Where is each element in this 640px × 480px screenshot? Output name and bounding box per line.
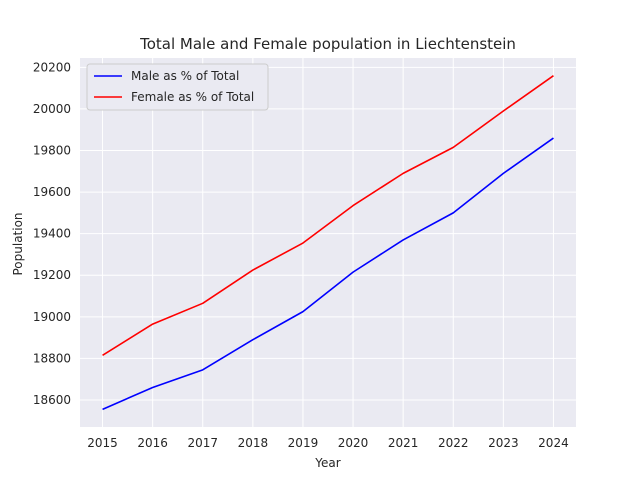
x-tick-label: 2021 bbox=[388, 436, 419, 450]
y-tick-label: 19400 bbox=[33, 227, 71, 241]
y-axis-label: Population bbox=[11, 212, 25, 275]
y-tick-label: 19800 bbox=[33, 144, 71, 158]
series-line-0 bbox=[102, 137, 554, 411]
series-line-1 bbox=[102, 75, 554, 356]
y-tick-label: 18800 bbox=[33, 351, 71, 365]
grid bbox=[80, 58, 576, 427]
x-tick-label: 2016 bbox=[137, 436, 168, 450]
y-tick-label: 19200 bbox=[33, 268, 71, 282]
y-tick-label: 20200 bbox=[33, 60, 71, 74]
chart-title: Total Male and Female population in Liec… bbox=[139, 35, 516, 53]
x-tick-label: 2019 bbox=[288, 436, 319, 450]
x-tick-label: 2018 bbox=[238, 436, 269, 450]
series-lines bbox=[102, 75, 554, 411]
x-tick-label: 2020 bbox=[338, 436, 369, 450]
plot-area bbox=[80, 58, 576, 427]
x-tick-label: 2015 bbox=[87, 436, 118, 450]
x-tick-label: 2024 bbox=[538, 436, 569, 450]
legend-label-female: Female as % of Total bbox=[131, 90, 254, 104]
x-tick-label: 2017 bbox=[187, 436, 218, 450]
x-tick-label: 2022 bbox=[438, 436, 469, 450]
x-axis-label: Year bbox=[314, 456, 340, 470]
legend-box bbox=[86, 63, 269, 111]
y-tick-label: 20000 bbox=[33, 102, 71, 116]
legend: Male as % of Total Female as % of Total bbox=[86, 63, 269, 111]
y-tick-label: 19600 bbox=[33, 185, 71, 199]
x-tick-label: 2023 bbox=[488, 436, 519, 450]
x-tick-labels: 2015 2016 2017 2018 2019 2020 2021 2022 2023 2024 bbox=[87, 436, 568, 450]
y-tick-label: 19000 bbox=[33, 310, 71, 324]
legend-label-male: Male as % of Total bbox=[131, 69, 239, 83]
y-tick-labels: 18600 18800 19000 19200 19400 19600 19800 20000… bbox=[33, 60, 71, 407]
y-tick-label: 18600 bbox=[33, 393, 71, 407]
